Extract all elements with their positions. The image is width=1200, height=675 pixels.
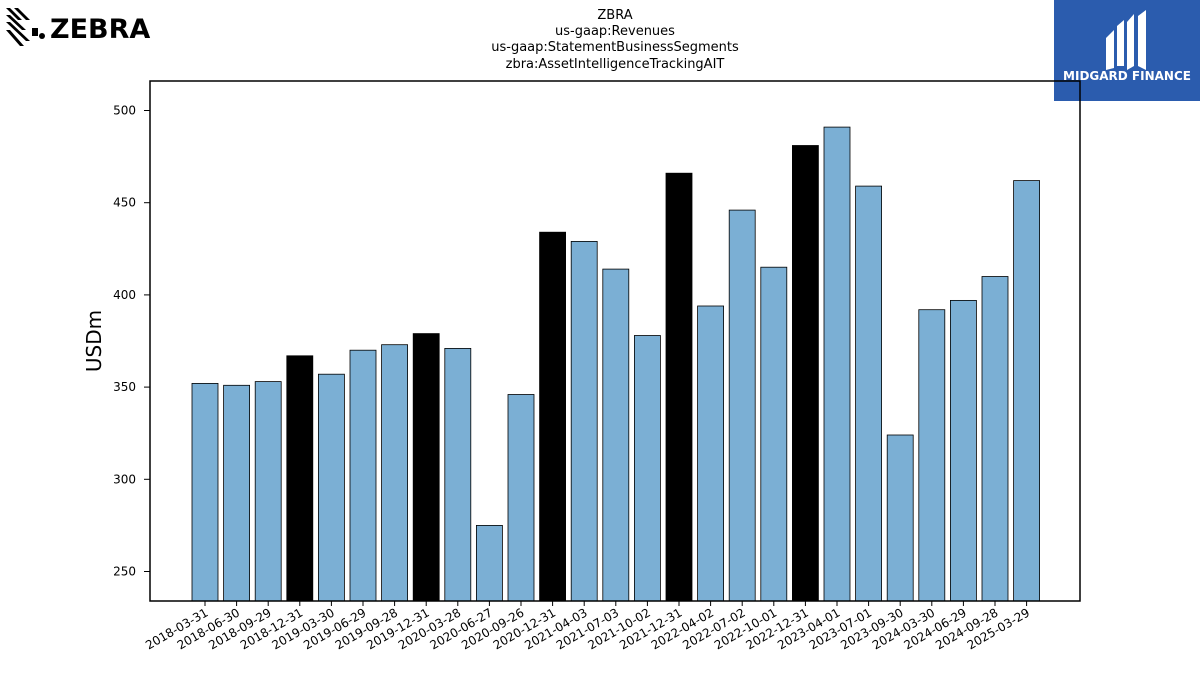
- bar-2021-07-03: [602, 268, 630, 602]
- bar-2019-03-30: [317, 373, 345, 602]
- plot-frame: [149, 80, 1081, 602]
- y-tick-label: 400: [113, 288, 136, 302]
- bar-2018-09-29: [254, 381, 282, 602]
- bar-2020-03-28: [444, 347, 472, 602]
- bar-2020-09-26: [507, 394, 535, 602]
- chart-title-line-3: us-gaap:StatementBusinessSegments: [491, 40, 739, 55]
- bar-2025-03-29: [1013, 180, 1040, 602]
- bar-2022-10-01: [760, 266, 788, 602]
- bar-2018-03-31: [191, 382, 219, 602]
- bar-2024-09-28: [981, 276, 1009, 602]
- bar-2021-10-02: [634, 335, 661, 602]
- bar-2023-09-30: [886, 434, 914, 602]
- bars-group: [191, 126, 1040, 602]
- y-tick-label: 350: [113, 380, 136, 394]
- chart-title-line-4: zbra:AssetIntelligenceTrackingAIT: [505, 57, 725, 72]
- midgard-logo-text: MIDGARD FINANCE: [1063, 69, 1191, 83]
- bar-2018-12-31: [286, 355, 314, 602]
- bar-2024-06-29: [950, 299, 977, 602]
- bar-2024-03-30: [918, 309, 946, 602]
- bar-2018-06-30: [223, 384, 251, 602]
- zebra-logo-text: ZEBRA: [50, 14, 150, 45]
- bar-2023-04-01: [823, 126, 851, 602]
- bar-2022-04-02: [697, 305, 724, 602]
- bar-2019-12-31: [412, 333, 440, 602]
- bar-2023-07-01: [855, 185, 882, 602]
- chart-title-line-1: ZBRA: [597, 8, 633, 23]
- bar-2020-06-27: [475, 525, 503, 602]
- bar-2022-12-31: [792, 145, 819, 602]
- chart-title-line-2: us-gaap:Revenues: [555, 24, 675, 39]
- bar-2021-04-03: [570, 240, 598, 602]
- y-axis-label: USDm: [82, 310, 106, 372]
- bar-2020-12-31: [539, 231, 566, 602]
- y-tick-label: 500: [113, 104, 136, 118]
- y-tick-label: 250: [113, 564, 136, 578]
- y-axis: 250 300 350 400 450 500: [113, 104, 150, 578]
- zebra-stripes-icon: ZEBRA: [6, 8, 150, 46]
- x-axis: 2018-03-312018-06-302018-09-292018-12-31…: [143, 601, 1032, 652]
- bar-2019-09-28: [381, 344, 409, 602]
- y-tick-label: 450: [113, 196, 136, 210]
- midgard-finance-logo: MIDGARD FINANCE: [1054, 0, 1200, 101]
- bar-2021-12-31: [665, 172, 693, 602]
- bar-2022-07-02: [728, 209, 756, 602]
- bar-2019-06-29: [349, 349, 377, 602]
- midgard-emblem-icon: MIDGARD FINANCE: [1063, 10, 1191, 83]
- y-tick-label: 300: [113, 472, 136, 486]
- zebra-logo: ZEBRA: [4, 4, 154, 52]
